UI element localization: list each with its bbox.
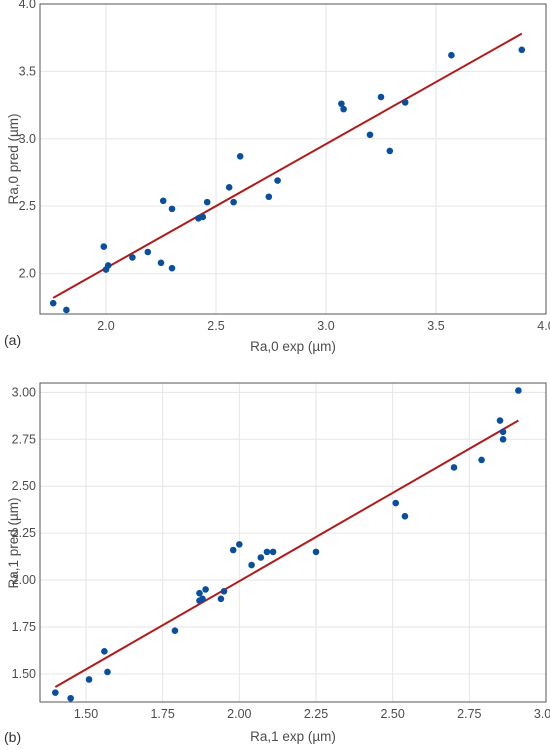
x-tick-label-b-5: 2.75 bbox=[457, 707, 481, 721]
data-point-a-6 bbox=[144, 248, 152, 256]
data-point-b-13 bbox=[236, 541, 243, 548]
gridlines-b bbox=[40, 383, 547, 702]
data-point-a-0 bbox=[49, 299, 57, 307]
data-point-b-5 bbox=[171, 627, 179, 634]
y-tick-label-b-1: 1.75 bbox=[12, 620, 36, 634]
data-point-b-21 bbox=[450, 464, 458, 471]
x-tick-labels-b: 1.50 1.75 2.00 2.25 2.50 2.75 3.00 bbox=[74, 707, 550, 721]
data-point-a-2 bbox=[100, 243, 108, 250]
data-point-b-14 bbox=[248, 561, 255, 569]
data-point-b-18 bbox=[312, 548, 320, 556]
chart-panel-a: 2.0 2.5 3.0 3.5 4.0 2.0 2.5 3.0 3.5 4.0 Ra,0 exp… bbox=[4, 0, 550, 354]
data-point-a-15 bbox=[230, 198, 237, 206]
data-point-a-25 bbox=[448, 51, 455, 59]
data-point-a-8 bbox=[159, 197, 167, 205]
data-point-a-7 bbox=[157, 259, 165, 267]
data-point-a-10 bbox=[168, 264, 176, 272]
fit-line-a bbox=[52, 32, 523, 299]
data-point-b-10 bbox=[217, 595, 225, 603]
data-point-b-8 bbox=[199, 595, 206, 603]
data-point-a-14 bbox=[225, 184, 233, 191]
x-tick-label-a-2: 3.0 bbox=[317, 319, 334, 333]
data-point-a-24 bbox=[401, 99, 409, 106]
x-tick-label-b-4: 2.50 bbox=[380, 707, 404, 721]
data-point-b-17 bbox=[269, 548, 277, 556]
data-point-a-26 bbox=[518, 46, 526, 54]
data-point-b-0 bbox=[52, 689, 59, 696]
data-point-a-22 bbox=[377, 93, 385, 101]
regression-line-b bbox=[54, 419, 519, 688]
y-tick-label-b-2: 2.00 bbox=[12, 573, 36, 587]
x-tick-label-b-3: 2.25 bbox=[304, 707, 328, 721]
data-points-b bbox=[52, 387, 522, 702]
plot-area-a bbox=[40, 4, 546, 314]
data-point-a-1 bbox=[63, 306, 70, 314]
x-axis-title-b: Ra,1 exp (µm) bbox=[250, 729, 336, 744]
y-tick-label-a-0: 2.0 bbox=[19, 267, 36, 281]
data-point-a-21 bbox=[366, 131, 374, 139]
y-axis-title-b: Ra,1 pred (µm) bbox=[6, 497, 21, 588]
data-point-b-20 bbox=[401, 512, 409, 520]
y-tick-label-b-3: 2.25 bbox=[12, 526, 36, 540]
y-tick-label-a-2: 3.0 bbox=[19, 132, 36, 146]
x-tick-label-b-1: 1.75 bbox=[150, 707, 174, 721]
x-axis-title-a: Ra,0 exp (µm) bbox=[250, 339, 336, 354]
y-tick-label-b-5: 2.75 bbox=[12, 432, 36, 446]
data-point-a-13 bbox=[203, 198, 211, 206]
y-tick-label-a-1: 2.5 bbox=[19, 199, 36, 213]
data-point-a-20 bbox=[340, 105, 347, 113]
data-point-a-19 bbox=[338, 100, 345, 108]
data-point-b-4 bbox=[104, 668, 111, 676]
plot-border-b bbox=[39, 382, 547, 703]
y-tick-label-a-4: 4.0 bbox=[19, 0, 36, 11]
data-point-b-26 bbox=[515, 387, 522, 394]
data-point-b-1 bbox=[67, 694, 74, 702]
data-point-b-19 bbox=[392, 499, 400, 507]
data-point-b-9 bbox=[202, 586, 209, 593]
y-tick-labels-b: 1.50 1.75 2.00 2.25 2.50 2.75 3.00 bbox=[12, 385, 36, 680]
data-point-a-4 bbox=[104, 262, 112, 269]
plot-area-b bbox=[40, 383, 546, 702]
data-point-b-23 bbox=[496, 417, 504, 424]
x-tick-labels-a: 2.0 2.5 3.0 3.5 4.0 bbox=[97, 319, 550, 333]
data-point-b-15 bbox=[257, 554, 265, 561]
data-point-b-25 bbox=[499, 435, 507, 443]
chart-panel-b: 1.50 1.75 2.00 2.25 2.50 2.75 3.00 1.50 1.75 2.0… bbox=[4, 382, 550, 745]
data-point-a-17 bbox=[265, 193, 273, 201]
x-tick-label-b-0: 1.50 bbox=[74, 707, 98, 721]
y-tick-labels-a: 2.0 2.5 3.0 3.5 4.0 bbox=[19, 0, 36, 281]
x-tick-label-b-6: 3.00 bbox=[534, 707, 550, 721]
data-point-b-22 bbox=[478, 456, 485, 464]
data-point-a-12 bbox=[199, 213, 207, 221]
y-tick-label-a-3: 3.5 bbox=[19, 64, 36, 78]
x-tick-label-b-2: 2.00 bbox=[227, 707, 251, 721]
x-tick-label-a-3: 3.5 bbox=[427, 319, 444, 333]
data-point-a-5 bbox=[129, 254, 136, 261]
fit-line-b bbox=[54, 419, 519, 688]
data-point-b-12 bbox=[229, 546, 237, 554]
data-point-b-2 bbox=[85, 676, 93, 683]
data-point-b-16 bbox=[263, 548, 271, 556]
data-point-a-23 bbox=[386, 147, 394, 155]
y-tick-label-b-6: 3.00 bbox=[12, 385, 36, 399]
y-axis-title-a: Ra,0 pred (µm) bbox=[6, 113, 21, 204]
x-tick-label-a-4: 4.0 bbox=[537, 319, 550, 333]
data-points-a bbox=[49, 46, 526, 314]
plot-border-a bbox=[39, 3, 547, 315]
data-point-b-11 bbox=[220, 587, 228, 595]
x-tick-label-a-1: 2.5 bbox=[207, 319, 224, 333]
data-point-b-3 bbox=[101, 648, 108, 655]
data-point-a-16 bbox=[236, 153, 244, 160]
x-tick-label-a-0: 2.0 bbox=[97, 319, 114, 333]
data-point-b-24 bbox=[499, 428, 507, 436]
data-point-b-6 bbox=[196, 589, 203, 597]
panel-label-a: (a) bbox=[4, 332, 21, 348]
panel-label-b: (b) bbox=[4, 729, 21, 745]
data-point-a-9 bbox=[168, 205, 176, 213]
regression-line-a bbox=[52, 32, 523, 299]
y-tick-label-b-4: 2.50 bbox=[12, 479, 36, 493]
data-point-a-18 bbox=[274, 177, 281, 184]
y-tick-label-b-0: 1.50 bbox=[12, 667, 36, 681]
